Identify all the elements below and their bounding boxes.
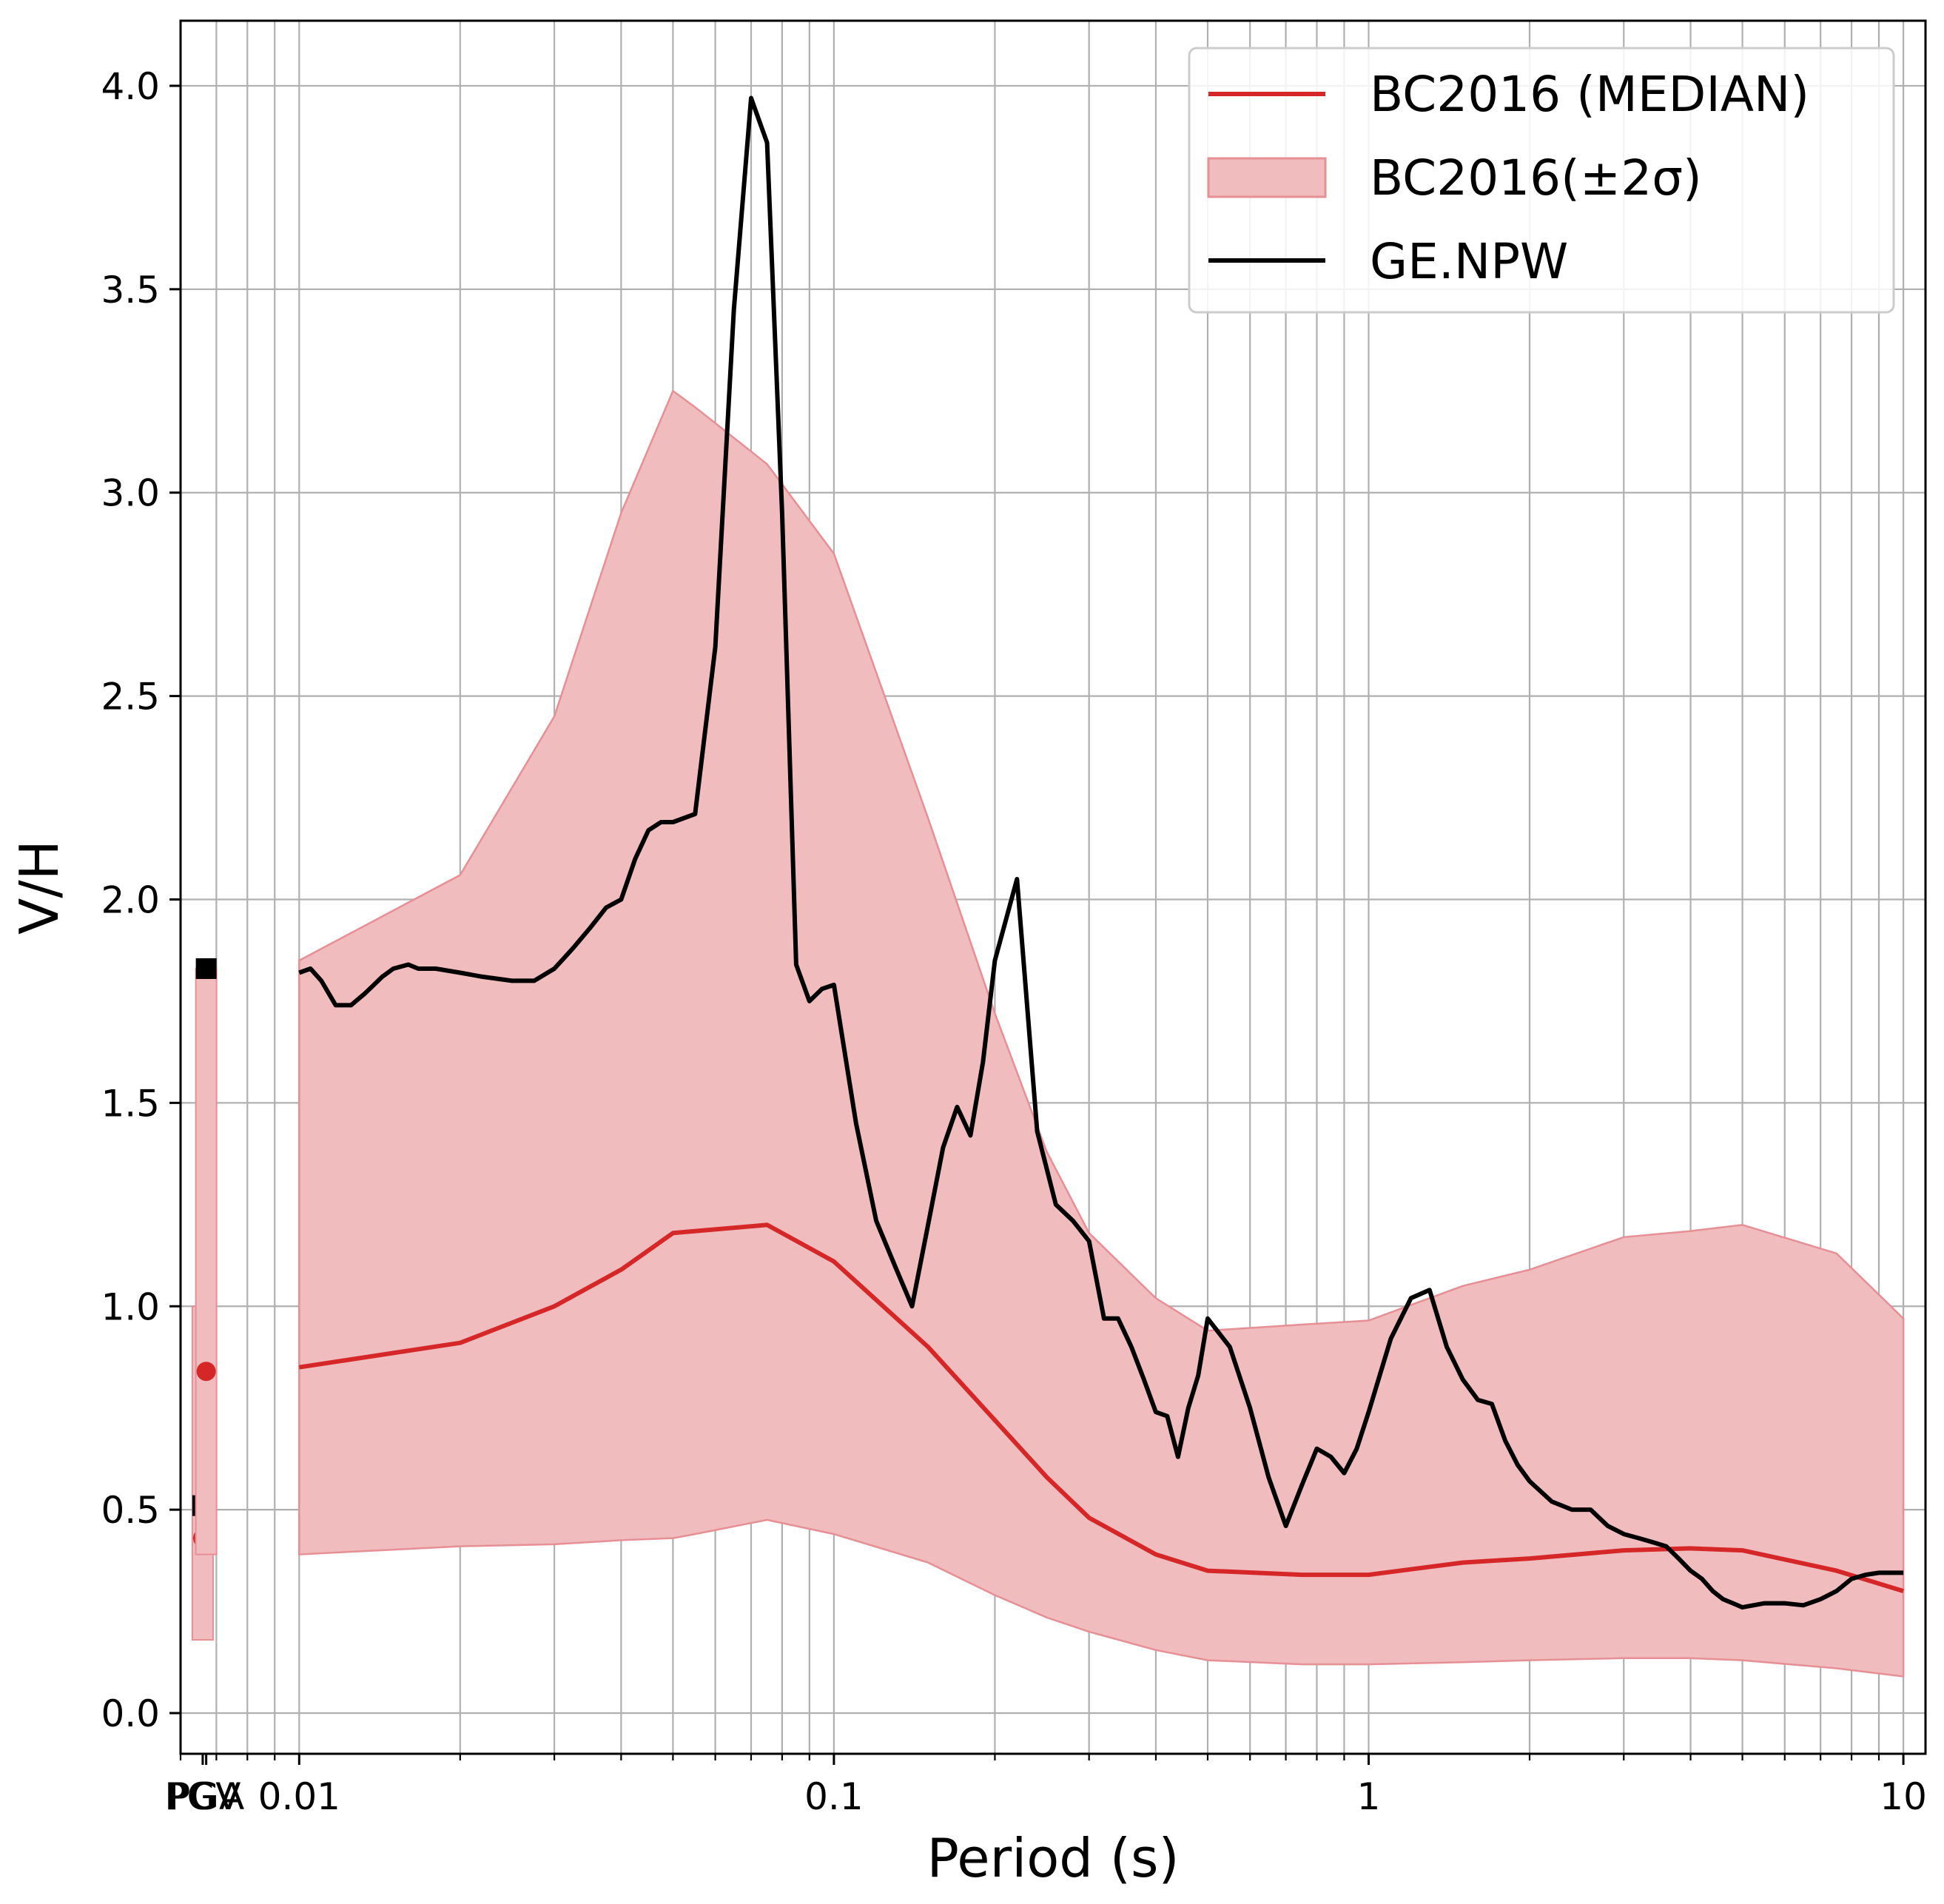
y-tick-label: 0.0 <box>101 1692 160 1735</box>
special-sigma-bar-pga <box>195 967 218 1555</box>
x-tick-label: 0.1 <box>804 1775 864 1818</box>
y-tick-label: 2.0 <box>101 878 160 921</box>
special-observed-point-pga <box>195 958 217 979</box>
y-tick-label: 0.5 <box>101 1489 160 1532</box>
x-axis-title: Period (s) <box>926 1827 1179 1889</box>
x-tick-label: 0.01 <box>258 1775 340 1818</box>
x-tick-label: 10 <box>1880 1775 1927 1818</box>
station-line <box>298 95 1904 1610</box>
legend-band-swatch <box>1207 157 1327 198</box>
y-tick-label: 2.5 <box>101 676 160 719</box>
legend: BC2016 (MEDIAN) BC2016(±2σ) GE.NPW <box>1188 47 1895 314</box>
legend-median-label: BC2016 (MEDIAN) <box>1370 66 1809 123</box>
median-line <box>298 1222 1904 1593</box>
series-line-layer <box>298 95 1904 1610</box>
y-tick-label: 1.0 <box>101 1285 160 1328</box>
y-tick-label: 1.5 <box>101 1082 160 1125</box>
y-axis-title: V/H <box>8 840 70 935</box>
y-tick-label: 3.5 <box>101 269 160 312</box>
x-tick-label: 1 <box>1357 1775 1381 1818</box>
x-tick-label: PGV <box>164 1775 241 1818</box>
sigma-band-layer <box>298 389 1905 1678</box>
sigma-band <box>298 389 1905 1678</box>
y-tick-label: 4.0 <box>101 65 160 108</box>
legend-box <box>1188 47 1895 314</box>
y-axis-ticks: 0.0 0.5 1.0 1.5 2.0 2.5 3.0 3.5 4.0 <box>101 65 181 1735</box>
pgv-pga-layer <box>191 958 218 1641</box>
x-tick-label: PGA <box>168 1775 244 1818</box>
special-median-point-pga <box>196 1362 216 1382</box>
y-tick-label: 3.0 <box>101 472 160 515</box>
legend-band-label: BC2016(±2σ) <box>1370 149 1702 206</box>
plot-frame <box>179 19 1927 1755</box>
legend-station-label: GE.NPW <box>1370 233 1568 290</box>
